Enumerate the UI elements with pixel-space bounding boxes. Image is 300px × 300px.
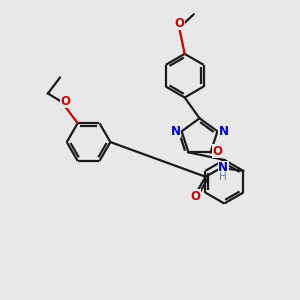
- Text: N: N: [218, 161, 228, 174]
- Text: N: N: [218, 125, 228, 138]
- Text: O: O: [190, 190, 201, 203]
- Text: H: H: [220, 172, 227, 182]
- Text: O: O: [175, 17, 185, 30]
- Text: N: N: [171, 125, 181, 138]
- Text: O: O: [61, 95, 71, 108]
- Text: O: O: [212, 145, 223, 158]
